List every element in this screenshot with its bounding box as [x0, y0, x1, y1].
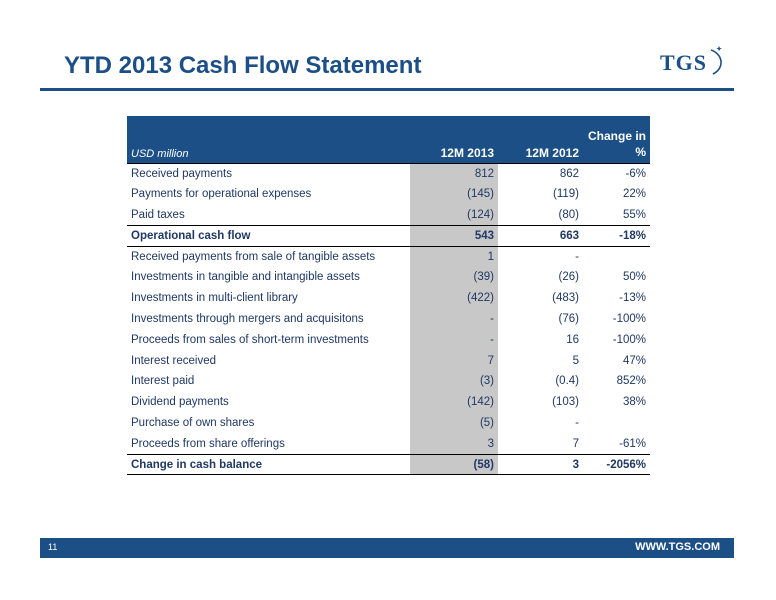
- value-change: -2056%: [583, 453, 650, 476]
- row-label: Interest paid: [131, 375, 195, 388]
- table-row: Investments through mergers and acquisit…: [127, 308, 650, 330]
- table-row: Purchase of own shares (5) -: [127, 412, 650, 434]
- value-2012: -: [575, 416, 579, 429]
- page-title: YTD 2013 Cash Flow Statement: [64, 52, 422, 79]
- column-header-2013: 12M 2013: [440, 145, 494, 160]
- value-2013: 3: [410, 433, 498, 455]
- table-row: Interest received 7 5 47%: [127, 350, 650, 371]
- table-row: Investments in multi-client library (422)…: [127, 287, 650, 309]
- value-2013: (124): [410, 204, 498, 226]
- value-2012: 3: [498, 453, 583, 476]
- table-row: Received payments from sale of tangible …: [127, 246, 650, 267]
- page-number: 11: [48, 542, 58, 552]
- value-change: -13%: [619, 292, 646, 305]
- value-2013: 812: [410, 162, 498, 184]
- value-2012: (119): [553, 188, 579, 201]
- value-2012: 16: [566, 333, 579, 346]
- table-header-row: USD million 12M 2013 12M 2012 Change in …: [127, 116, 650, 163]
- value-change: 50%: [622, 271, 646, 284]
- row-label: Dividend payments: [131, 396, 229, 409]
- footer-url: WWW.TGS.COM: [635, 541, 720, 553]
- row-label: Paid taxes: [131, 208, 185, 221]
- value-2013: 1: [410, 246, 498, 267]
- value-2012: -: [575, 250, 579, 263]
- value-change: -100%: [612, 333, 646, 346]
- row-label: Investments in tangible and intangible a…: [131, 271, 360, 284]
- value-2013: 543: [410, 224, 498, 247]
- value-change: -100%: [612, 312, 646, 325]
- table-body: Received payments 812 862 -6% Payments for o…: [127, 162, 650, 476]
- value-change: 38%: [622, 396, 646, 409]
- table-row: Proceeds from sales of short-term invest…: [127, 329, 650, 351]
- cash-flow-table-container: USD million 12M 2013 12M 2012 Change in …: [127, 116, 650, 476]
- value-2013: (39): [410, 266, 498, 288]
- value-change: 47%: [622, 354, 646, 367]
- table-row: Proceeds from share offerings 3 7 -61%: [127, 433, 650, 455]
- value-2012: (76): [558, 312, 579, 325]
- row-label: Investments through mergers and acquisit…: [131, 312, 364, 325]
- column-header-2012: 12M 2012: [525, 145, 579, 160]
- table-row: Received payments 812 862 -6%: [127, 162, 650, 184]
- value-2013: (3): [410, 370, 498, 392]
- row-label: Received payments: [127, 162, 410, 184]
- value-2012: (0.4): [555, 375, 579, 388]
- value-change: -18%: [583, 224, 650, 247]
- value-2012: 862: [498, 162, 583, 184]
- value-change: 22%: [622, 188, 646, 201]
- row-label: Proceeds from share offerings: [131, 437, 285, 450]
- row-label: Operational cash flow: [127, 224, 410, 247]
- table-row: Payments for operational expenses (145) (1…: [127, 183, 650, 205]
- value-2013: -: [410, 308, 498, 330]
- value-change: -61%: [619, 437, 646, 450]
- value-2012: 5: [572, 354, 579, 367]
- cash-flow-table: USD million 12M 2013 12M 2012 Change in …: [127, 116, 650, 476]
- value-2012: (26): [558, 271, 579, 284]
- row-label: Investments in multi-client library: [131, 292, 298, 305]
- value-2012: (483): [552, 292, 579, 305]
- value-change: 55%: [622, 208, 646, 221]
- row-label: Purchase of own shares: [131, 416, 255, 429]
- row-label: Change in cash balance: [127, 453, 410, 476]
- title-underline: [40, 88, 734, 91]
- table-row: Investments in tangible and intangible a…: [127, 266, 650, 288]
- row-label: Received payments from sale of tangible …: [131, 250, 376, 263]
- value-change: 852%: [616, 375, 646, 388]
- value-2013: (5): [410, 412, 498, 434]
- value-2013: (422): [410, 287, 498, 309]
- value-change: [583, 413, 650, 434]
- value-2013: (58): [410, 453, 498, 476]
- value-change: [583, 246, 650, 267]
- table-row: Dividend payments (142) (103) 38%: [127, 391, 650, 413]
- value-2013: (142): [410, 391, 498, 413]
- value-2012: (80): [558, 208, 579, 221]
- logo-arc-icon: [710, 46, 722, 75]
- value-2013: (145): [410, 183, 498, 205]
- table-row: Interest paid (3) (0.4) 852%: [127, 370, 650, 392]
- value-2012: (103): [552, 396, 579, 409]
- value-change: -6%: [583, 162, 650, 184]
- table-row: Operational cash flow 543 663 -18%: [127, 224, 650, 247]
- table-row: Change in cash balance (58) 3 -2056%: [127, 453, 650, 476]
- row-label: Proceeds from sales of short-term invest…: [131, 333, 369, 346]
- value-2013: 7: [410, 350, 498, 371]
- column-header-label: USD million: [131, 147, 189, 160]
- value-2012: 663: [498, 224, 583, 247]
- row-label: Payments for operational expenses: [131, 188, 312, 201]
- value-2013: -: [410, 329, 498, 351]
- footer-bar: 11 WWW.TGS.COM: [40, 538, 734, 558]
- tgs-logo: TGS: [660, 50, 708, 75]
- table-row: Paid taxes (124) (80) 55%: [127, 204, 650, 226]
- column-header-change: Change in %: [587, 128, 646, 159]
- row-label: Interest received: [131, 354, 217, 367]
- value-2012: 7: [572, 437, 579, 450]
